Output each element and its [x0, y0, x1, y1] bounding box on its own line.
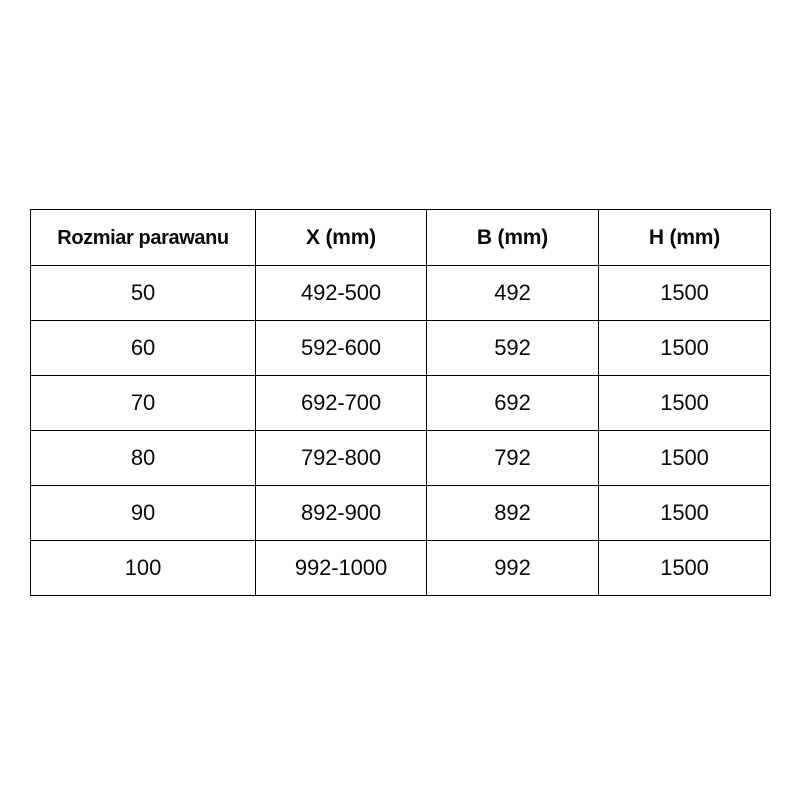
table-body: 50 492-500 492 1500 60 592-600 592 1500 … — [30, 265, 771, 596]
cell-x-mm: 492-500 — [255, 265, 427, 321]
column-header-h: H (mm) — [598, 209, 771, 266]
cell-size: 50 — [30, 265, 256, 321]
shower-screen-size-table: Rozmiar parawanu X (mm) B (mm) H (mm) 50… — [30, 209, 771, 596]
cell-h-mm: 1500 — [598, 485, 771, 541]
cell-size: 60 — [30, 320, 256, 376]
table-header: Rozmiar parawanu X (mm) B (mm) H (mm) — [30, 209, 771, 266]
table-header-row: Rozmiar parawanu X (mm) B (mm) H (mm) — [30, 209, 771, 266]
table-row: 70 692-700 692 1500 — [30, 375, 771, 431]
table-row: 80 792-800 792 1500 — [30, 430, 771, 486]
cell-h-mm: 1500 — [598, 265, 771, 321]
cell-b-mm: 892 — [426, 485, 599, 541]
cell-size: 100 — [30, 540, 256, 596]
column-header-size: Rozmiar parawanu — [30, 209, 256, 266]
cell-x-mm: 692-700 — [255, 375, 427, 431]
cell-x-mm: 992-1000 — [255, 540, 427, 596]
cell-b-mm: 992 — [426, 540, 599, 596]
cell-b-mm: 692 — [426, 375, 599, 431]
cell-b-mm: 492 — [426, 265, 599, 321]
table-row: 100 992-1000 992 1500 — [30, 540, 771, 596]
column-header-b: B (mm) — [426, 209, 599, 266]
cell-x-mm: 892-900 — [255, 485, 427, 541]
cell-size: 70 — [30, 375, 256, 431]
table-row: 50 492-500 492 1500 — [30, 265, 771, 321]
table-row: 90 892-900 892 1500 — [30, 485, 771, 541]
cell-b-mm: 792 — [426, 430, 599, 486]
column-header-x: X (mm) — [255, 209, 427, 266]
cell-h-mm: 1500 — [598, 320, 771, 376]
cell-x-mm: 792-800 — [255, 430, 427, 486]
cell-b-mm: 592 — [426, 320, 599, 376]
cell-h-mm: 1500 — [598, 540, 771, 596]
spec-table-container: Rozmiar parawanu X (mm) B (mm) H (mm) 50… — [30, 209, 771, 596]
cell-size: 90 — [30, 485, 256, 541]
table-row: 60 592-600 592 1500 — [30, 320, 771, 376]
cell-h-mm: 1500 — [598, 430, 771, 486]
cell-h-mm: 1500 — [598, 375, 771, 431]
cell-x-mm: 592-600 — [255, 320, 427, 376]
cell-size: 80 — [30, 430, 256, 486]
